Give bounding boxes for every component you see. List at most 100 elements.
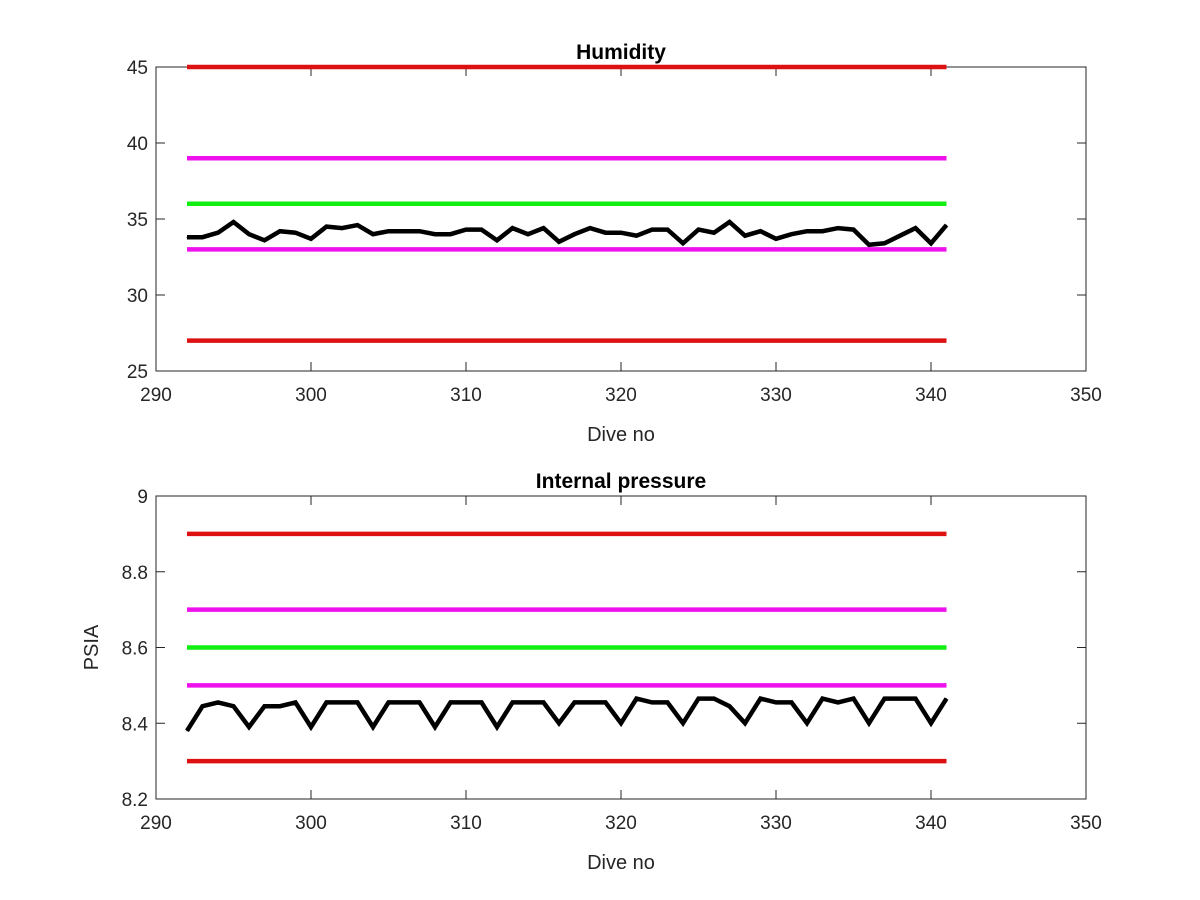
chart2-data-point bbox=[574, 701, 575, 703]
chart2-data-point bbox=[558, 722, 560, 724]
chart2-data-point bbox=[434, 726, 436, 728]
chart1-panel: 290 300 310 320 330 340 350 25 30 35 40 45 Humidity D… bbox=[127, 41, 1102, 446]
chart1-x-tick-label: 330 bbox=[760, 385, 792, 406]
chart1-data-point bbox=[729, 221, 730, 223]
chart2-data-point bbox=[264, 705, 265, 707]
chart1-data-point bbox=[667, 229, 668, 231]
chart1-data-point bbox=[884, 242, 885, 244]
chart1-x-axis-label: Dive no bbox=[587, 424, 655, 446]
chart2-data-point bbox=[543, 701, 544, 703]
chart1-x-tick-label: 300 bbox=[295, 385, 327, 406]
chart1-series-line bbox=[187, 219, 949, 248]
chart2-data-point bbox=[279, 705, 281, 707]
chart2-x-tick-label: 340 bbox=[915, 813, 947, 834]
chart1-y-tick-label: 45 bbox=[127, 58, 148, 79]
chart2-x-axis-label: Dive no bbox=[587, 852, 655, 874]
chart1-data-point bbox=[605, 232, 606, 234]
chart1-data-point bbox=[698, 229, 699, 231]
chart1-data-point bbox=[341, 227, 343, 229]
chart1-data-point bbox=[543, 227, 544, 229]
chart1-data-point bbox=[775, 238, 777, 240]
chart2-data-point bbox=[775, 701, 777, 703]
chart2-x-tick-label: 310 bbox=[450, 813, 482, 834]
chart1-data-point bbox=[899, 235, 901, 237]
chart1-data-point bbox=[837, 227, 839, 229]
chart2-data-point bbox=[372, 726, 374, 728]
chart2-data-point bbox=[233, 705, 234, 707]
chart1-data-point bbox=[589, 227, 591, 229]
chart1-data-point bbox=[496, 239, 498, 241]
chart1-data-point bbox=[295, 232, 296, 234]
chart1-data-point bbox=[310, 238, 312, 240]
chart2-title: Internal pressure bbox=[536, 470, 706, 493]
chart1-data-point bbox=[915, 227, 916, 229]
chart2-data-point bbox=[868, 722, 870, 724]
chart2-data-point bbox=[806, 722, 808, 724]
chart1-data-point bbox=[853, 229, 854, 231]
chart2-x-tick-label: 290 bbox=[140, 813, 172, 834]
chart2-data-point bbox=[667, 701, 668, 703]
chart1-data-point bbox=[791, 233, 792, 235]
chart2-data-point bbox=[651, 701, 653, 703]
chart1-data-point bbox=[636, 235, 637, 237]
chart1-data-point bbox=[946, 224, 947, 226]
chart2-data-point bbox=[248, 726, 250, 728]
chart2-data-point bbox=[419, 701, 420, 703]
chart2-panel: 290 300 310 320 330 340 350 8.2 8.4 8.6 8.8 9 Intern… bbox=[81, 470, 1102, 874]
chart1-data-point bbox=[744, 235, 746, 237]
chart2-data-point bbox=[357, 701, 358, 703]
chart1-x-tick-label: 320 bbox=[605, 385, 637, 406]
chart2-data-point bbox=[853, 698, 854, 700]
chart2-data-point bbox=[915, 698, 916, 700]
chart1-data-point bbox=[465, 229, 467, 231]
chart1-data-point bbox=[388, 230, 389, 232]
chart2-data-point bbox=[481, 701, 482, 703]
chart2-data-point bbox=[465, 701, 467, 703]
chart2-data-point bbox=[388, 701, 389, 703]
chart2-data-point bbox=[186, 730, 188, 732]
chart1-data-point bbox=[357, 224, 358, 226]
chart2-data-point bbox=[729, 705, 730, 707]
chart2-data-point bbox=[713, 698, 715, 700]
chart2-data-point bbox=[822, 698, 823, 700]
chart2-y-tick-label: 8.2 bbox=[122, 790, 148, 811]
chart1-data-point bbox=[481, 229, 482, 231]
chart1-data-point bbox=[279, 230, 281, 232]
chart1-y-tick-label: 30 bbox=[127, 286, 148, 307]
chart2-data-point bbox=[527, 701, 529, 703]
chart1-x-tick-label: 340 bbox=[915, 385, 947, 406]
chart1-y-tick-label: 35 bbox=[127, 210, 148, 231]
chart1-data-point bbox=[419, 230, 420, 232]
chart2-data-point bbox=[589, 701, 591, 703]
chart1-data-point bbox=[233, 221, 234, 223]
chart1-y-tick-label: 40 bbox=[127, 134, 148, 155]
chart1-data-point bbox=[512, 227, 513, 229]
chart2-data-point bbox=[310, 726, 312, 728]
chart2-data-point bbox=[636, 698, 637, 700]
chart1-x-tick-label: 290 bbox=[140, 385, 172, 406]
chart1-data-point bbox=[217, 232, 219, 234]
chart1-data-point bbox=[372, 233, 374, 235]
chart1-data-point bbox=[558, 241, 560, 243]
chart2-y-tick-label: 8.4 bbox=[122, 714, 149, 735]
chart2-data-point bbox=[605, 701, 606, 703]
chart2-data-point bbox=[930, 722, 932, 724]
chart1-data-point bbox=[930, 242, 932, 244]
chart2-data-point bbox=[512, 701, 513, 703]
chart2-y-tick-label: 9 bbox=[137, 487, 148, 508]
chart1-x-tick-label: 310 bbox=[450, 385, 482, 406]
chart2-x-tick-label: 320 bbox=[605, 813, 637, 834]
chart2-data-point bbox=[202, 705, 203, 707]
chart2-data-point bbox=[682, 722, 684, 724]
chart1-data-point bbox=[186, 236, 188, 238]
chart1-data-point bbox=[682, 242, 684, 244]
chart2-y-axis-label: PSIA bbox=[81, 624, 103, 670]
chart2-data-point bbox=[744, 722, 746, 724]
chart2-data-point bbox=[837, 701, 839, 703]
chart1-data-point bbox=[806, 230, 808, 232]
chart2-y-tick-label: 8.6 bbox=[122, 639, 148, 660]
chart2-data-point bbox=[341, 701, 343, 703]
chart2-data-point bbox=[496, 726, 498, 728]
chart2-data-point bbox=[403, 701, 405, 703]
